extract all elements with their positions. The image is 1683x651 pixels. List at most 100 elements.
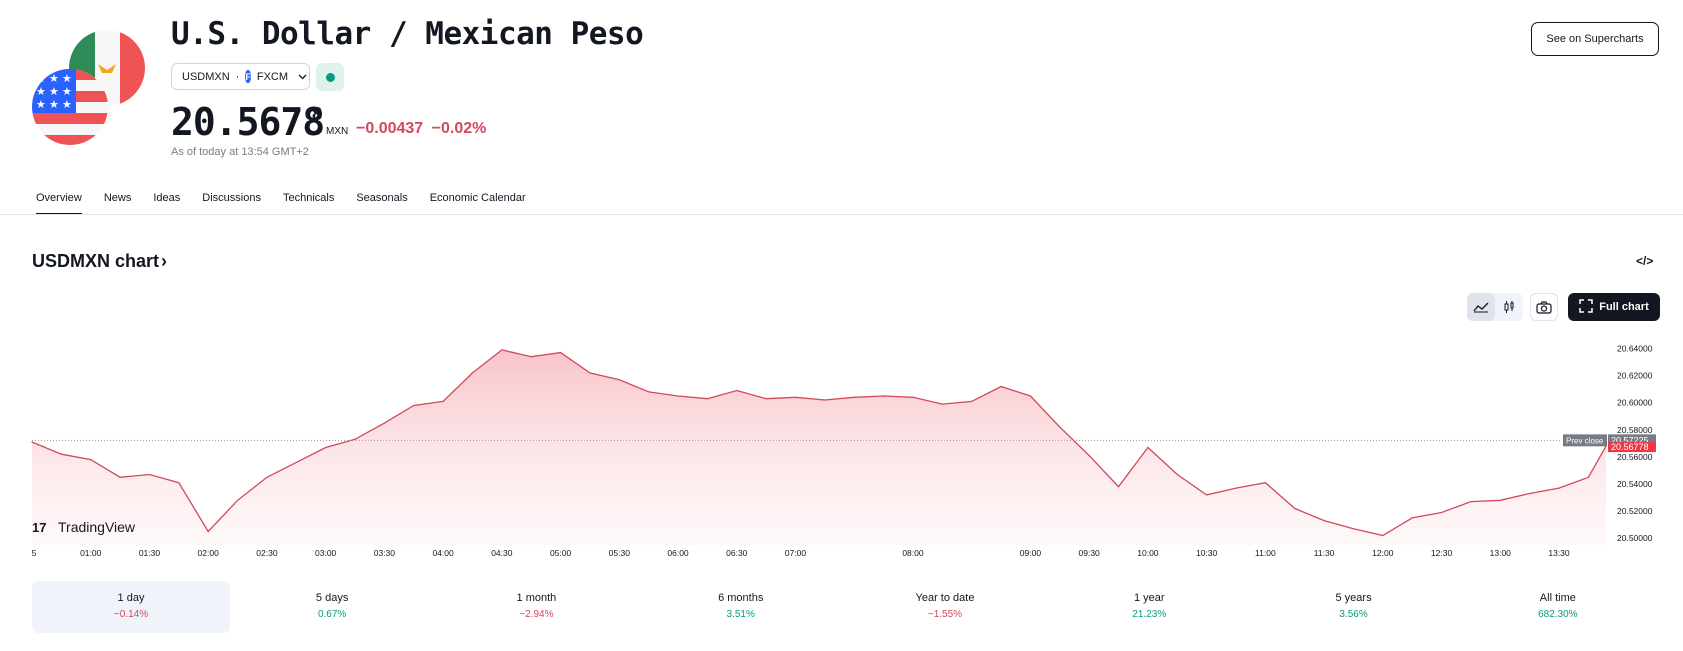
x-tick-label: 01:30 xyxy=(139,548,161,558)
period-5-years[interactable]: 5 years 3.56% xyxy=(1251,581,1455,633)
prev-close-label-bg xyxy=(1563,434,1607,447)
x-tick-label: 03:30 xyxy=(374,548,396,558)
x-tick-label: 10:30 xyxy=(1196,548,1218,558)
data-point xyxy=(736,389,738,392)
fullscreen-icon xyxy=(1579,298,1593,316)
x-tick-label: 04:30 xyxy=(491,548,513,558)
tab-ideas[interactable]: Ideas xyxy=(153,192,181,204)
see-on-supercharts-button[interactable]: See on Supercharts xyxy=(1531,22,1659,56)
period-all-time[interactable]: All time 682.30% xyxy=(1456,581,1660,633)
page-title: U.S. Dollar / Mexican Peso xyxy=(171,16,644,52)
data-point xyxy=(471,372,474,374)
tab-technicals[interactable]: Technicals xyxy=(282,192,335,204)
data-point xyxy=(413,404,415,407)
chart-style-toggle xyxy=(1467,293,1523,321)
data-point xyxy=(1029,395,1032,397)
symbol-selector[interactable]: USDMXN · F FXCM xyxy=(171,63,310,90)
chevron-down-icon xyxy=(298,71,307,83)
market-open-status-icon[interactable] xyxy=(316,63,344,91)
camera-icon[interactable] xyxy=(1530,293,1558,321)
data-point xyxy=(1176,473,1178,476)
y-tick-label: 20.52000 xyxy=(1617,506,1653,516)
period-1-day[interactable]: 1 day −0.14% xyxy=(32,581,230,633)
y-tick-label: 20.62000 xyxy=(1617,371,1653,381)
separator: · xyxy=(235,70,240,83)
embed-code-icon[interactable]: </> xyxy=(1636,254,1654,268)
period-label: 5 days xyxy=(315,592,349,604)
tab-discussions[interactable]: Discussions xyxy=(202,192,261,204)
symbol-label: USDMXN xyxy=(182,70,230,83)
data-point xyxy=(559,352,562,354)
tab-bar: Overview News Ideas Discussions Technica… xyxy=(36,192,526,215)
period-label: Year to date xyxy=(915,592,975,604)
svg-text:★: ★ xyxy=(36,98,46,111)
data-point xyxy=(1147,446,1149,449)
data-point xyxy=(971,400,973,402)
data-point xyxy=(1206,494,1208,496)
x-tick-label: 08:00 xyxy=(902,548,924,558)
x-tick-label: 5 xyxy=(32,548,37,558)
period-6-months[interactable]: 6 months 3.51% xyxy=(639,581,843,633)
period-year-to-date[interactable]: Year to date −1.55% xyxy=(843,581,1047,633)
tradingview-watermark-text: TradingView xyxy=(58,519,136,535)
tab-economic-calendar[interactable]: Economic Calendar xyxy=(429,192,526,204)
y-tick-label: 20.58000 xyxy=(1617,425,1653,435)
data-point xyxy=(706,398,709,400)
period-label: 1 month xyxy=(516,592,557,604)
data-point xyxy=(883,395,885,397)
svg-text:★: ★ xyxy=(36,85,46,98)
period-label: 6 months xyxy=(718,592,764,604)
data-point xyxy=(853,396,855,398)
period-label: All time xyxy=(1539,592,1576,604)
svg-text:★: ★ xyxy=(49,72,59,85)
candlestick-chart-icon[interactable] xyxy=(1495,293,1523,321)
period-value: −2.94% xyxy=(519,609,554,620)
data-point xyxy=(178,482,180,484)
data-point xyxy=(1587,476,1589,478)
x-tick-label: 10:00 xyxy=(1137,548,1159,558)
last-price-bg xyxy=(1608,442,1656,453)
data-point xyxy=(677,395,679,397)
tab-news[interactable]: News xyxy=(103,192,132,204)
data-point xyxy=(1499,499,1501,501)
price-currency: MXN xyxy=(326,126,349,137)
data-point xyxy=(1264,482,1266,484)
period-value: −1.55% xyxy=(927,609,963,620)
exchange-label: FXCM xyxy=(256,70,289,83)
period-value: 0.67% xyxy=(317,609,347,620)
period-label: 5 years xyxy=(1335,592,1372,604)
period-1-month[interactable]: 1 month −2.94% xyxy=(434,581,638,633)
period-1-year[interactable]: 1 year 21.23% xyxy=(1047,581,1251,633)
mexico-flag-icon xyxy=(69,30,145,106)
svg-text:★: ★ xyxy=(62,98,72,111)
svg-text:★: ★ xyxy=(62,85,72,98)
data-point xyxy=(1470,501,1472,503)
x-tick-label: 12:30 xyxy=(1431,548,1453,558)
data-point xyxy=(236,499,239,501)
chevron-right-icon: › xyxy=(161,251,168,271)
period-value: 682.30% xyxy=(1538,609,1578,620)
x-tick-label: 09:00 xyxy=(1020,548,1042,558)
x-tick-label: 13:30 xyxy=(1548,548,1570,558)
period-5-days[interactable]: 5 days 0.67% xyxy=(230,581,434,633)
data-point xyxy=(1088,454,1090,457)
data-point xyxy=(912,396,914,398)
data-point xyxy=(1352,528,1355,530)
x-tick-label: 05:00 xyxy=(550,548,572,558)
area-chart-icon[interactable] xyxy=(1467,293,1495,321)
tab-seasonals[interactable]: Seasonals xyxy=(356,192,408,204)
last-price-value: 20.56778 xyxy=(1611,442,1649,452)
chart-heading-link[interactable]: USDMXN chart › xyxy=(32,251,167,272)
svg-text:★: ★ xyxy=(49,85,59,98)
data-point xyxy=(941,403,943,405)
full-chart-button[interactable]: Full chart xyxy=(1568,293,1660,321)
tradingview-watermark: 17 TradingView xyxy=(32,519,136,535)
data-point xyxy=(148,473,151,476)
data-point xyxy=(31,441,33,443)
tab-overview[interactable]: Overview xyxy=(36,192,82,215)
chart-heading-text: USDMXN chart xyxy=(32,251,160,271)
x-tick-label: 02:30 xyxy=(256,548,278,558)
svg-text:★: ★ xyxy=(49,98,59,111)
data-point xyxy=(119,476,121,478)
